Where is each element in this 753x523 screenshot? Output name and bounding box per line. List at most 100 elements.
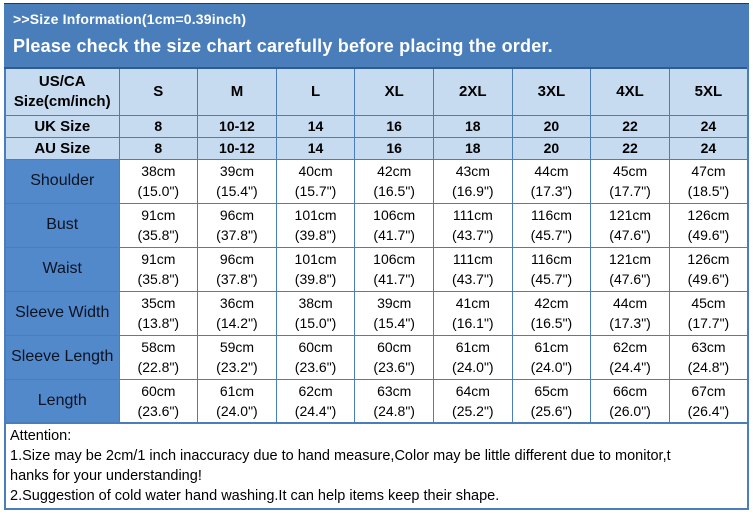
length-row: Length 60cm (23.6") 61cm (24.0") 62cm (24.4… [4, 378, 749, 424]
size-cell: 67cm (26.4") [668, 378, 749, 424]
attention-line: 2.Suggestion of cold water hand washing.… [10, 488, 500, 504]
size-cell: 61cm (24.0") [433, 334, 513, 380]
row-label-shoulder: Shoulder [4, 158, 120, 204]
size-cell: 62cm (24.4") [590, 334, 670, 380]
size-cell: 36cm (14.2") [197, 290, 277, 336]
size-cell: 60cm (23.6") [354, 334, 434, 380]
size-cell: 47cm (18.5") [668, 158, 749, 204]
size-cell: 96cm (37.8") [197, 246, 277, 292]
size-columns-header-row: US/CA Size(cm/inch) S M L XL 2XL 3XL 4XL… [4, 67, 749, 116]
size-cell: 96cm (37.8") [197, 202, 277, 248]
attention-heading: Attention: [10, 428, 72, 444]
size-cell: 106cm (41.7") [354, 202, 434, 248]
col-header-2xl: 2XL [433, 67, 513, 116]
col-header-xl: XL [354, 67, 434, 116]
au-size-cell: 18 [433, 136, 513, 160]
size-cell: 39cm (15.4") [354, 290, 434, 336]
size-cell: 63cm (24.8") [354, 378, 434, 424]
uk-size-cell: 20 [511, 114, 592, 138]
uk-size-cell: 14 [275, 114, 356, 138]
size-cell: 38cm (15.0") [118, 158, 199, 204]
size-cell: 65cm (25.6") [511, 378, 592, 424]
size-cell: 111cm (43.7") [433, 246, 513, 292]
bust-row: Bust 91cm (35.8") 96cm (37.8") 101cm (39.8"… [4, 202, 749, 248]
size-cell: 63cm (24.8") [668, 334, 749, 380]
waist-row: Waist 91cm (35.8") 96cm (37.8") 101cm (39.8… [4, 246, 749, 292]
col-header-5xl: 5XL [668, 67, 749, 116]
col-header-l: L [275, 67, 356, 116]
au-size-cell: 22 [590, 136, 670, 160]
size-cell: 39cm (15.4") [197, 158, 277, 204]
row-label-bust: Bust [4, 202, 120, 248]
row-label-uk-size: UK Size [4, 114, 120, 138]
size-cell: 60cm (23.6") [118, 378, 199, 424]
au-size-cell: 20 [511, 136, 592, 160]
uk-size-cell: 8 [118, 114, 199, 138]
uk-size-cell: 10-12 [197, 114, 277, 138]
size-cell: 111cm (43.7") [433, 202, 513, 248]
size-cell: 43cm (16.9") [433, 158, 513, 204]
col-header-3xl: 3XL [511, 67, 592, 116]
col-header-s: S [118, 67, 199, 116]
size-cell: 116cm (45.7") [511, 202, 592, 248]
au-size-cell: 16 [354, 136, 434, 160]
size-info-banner: >>Size Information(1cm=0.39inch) Please … [4, 3, 749, 67]
size-cell: 38cm (15.0") [275, 290, 356, 336]
shoulder-row: Shoulder 38cm (15.0") 39cm (15.4") 40cm (15… [4, 158, 749, 204]
size-cell: 126cm (49.6") [668, 202, 749, 248]
size-cell: 44cm (17.3") [590, 290, 670, 336]
size-cell: 58cm (22.8") [118, 334, 199, 380]
size-cell: 45cm (17.7") [590, 158, 670, 204]
size-cell: 42cm (16.5") [511, 290, 592, 336]
size-cell: 91cm (35.8") [118, 202, 199, 248]
au-size-cell: 10-12 [197, 136, 277, 160]
row-label-waist: Waist [4, 246, 120, 292]
row-label-length: Length [4, 378, 120, 424]
uk-size-cell: 18 [433, 114, 513, 138]
size-cell: 121cm (47.6") [590, 246, 670, 292]
sleeve-length-row: Sleeve Length 58cm (22.8") 59cm (23.2") 60… [4, 334, 749, 380]
uk-size-cell: 22 [590, 114, 670, 138]
size-cell: 62cm (24.4") [275, 378, 356, 424]
au-size-cell: 8 [118, 136, 199, 160]
au-size-row: AU Size 8 10-12 14 16 18 20 22 24 [4, 136, 749, 160]
au-size-cell: 14 [275, 136, 356, 160]
attention-line: 1.Size may be 2cm/1 inch inaccuracy due … [10, 448, 671, 464]
size-cell: 126cm (49.6") [668, 246, 749, 292]
size-cell: 101cm (39.8") [275, 202, 356, 248]
size-cell: 59cm (23.2") [197, 334, 277, 380]
size-cell: 41cm (16.1") [433, 290, 513, 336]
size-cell: 60cm (23.6") [275, 334, 356, 380]
size-cell: 35cm (13.8") [118, 290, 199, 336]
size-cell: 61cm (24.0") [197, 378, 277, 424]
size-cell: 66cm (26.0") [590, 378, 670, 424]
size-cell: 44cm (17.3") [511, 158, 592, 204]
attention-line: hanks for your understanding! [10, 468, 202, 484]
size-cell: 45cm (17.7") [668, 290, 749, 336]
attention-notes: Attention: 1.Size may be 2cm/1 inch inac… [4, 424, 749, 510]
size-cell: 40cm (15.7") [275, 158, 356, 204]
size-cell: 106cm (41.7") [354, 246, 434, 292]
size-cell: 91cm (35.8") [118, 246, 199, 292]
size-cell: 116cm (45.7") [511, 246, 592, 292]
row-label-sleeve-width: Sleeve Width [4, 290, 120, 336]
size-chart-table: US/CA Size(cm/inch) S M L XL 2XL 3XL 4XL… [4, 67, 749, 424]
size-cell: 101cm (39.8") [275, 246, 356, 292]
size-info-title: >>Size Information(1cm=0.39inch) [13, 11, 247, 27]
corner-header-us-ca-size: US/CA Size(cm/inch) [4, 67, 120, 116]
col-header-4xl: 4XL [590, 67, 670, 116]
size-check-notice: Please check the size chart carefully be… [13, 36, 553, 56]
size-cell: 64cm (25.2") [433, 378, 513, 424]
row-label-au-size: AU Size [4, 136, 120, 160]
col-header-m: M [197, 67, 277, 116]
size-cell: 121cm (47.6") [590, 202, 670, 248]
au-size-cell: 24 [668, 136, 749, 160]
uk-size-row: UK Size 8 10-12 14 16 18 20 22 24 [4, 114, 749, 138]
corner-header-line2: Size(cm/inch) [13, 92, 111, 110]
corner-header-line1: US/CA [38, 72, 86, 90]
uk-size-cell: 16 [354, 114, 434, 138]
row-label-sleeve-length: Sleeve Length [4, 334, 120, 380]
size-cell: 42cm (16.5") [354, 158, 434, 204]
size-cell: 61cm (24.0") [511, 334, 592, 380]
